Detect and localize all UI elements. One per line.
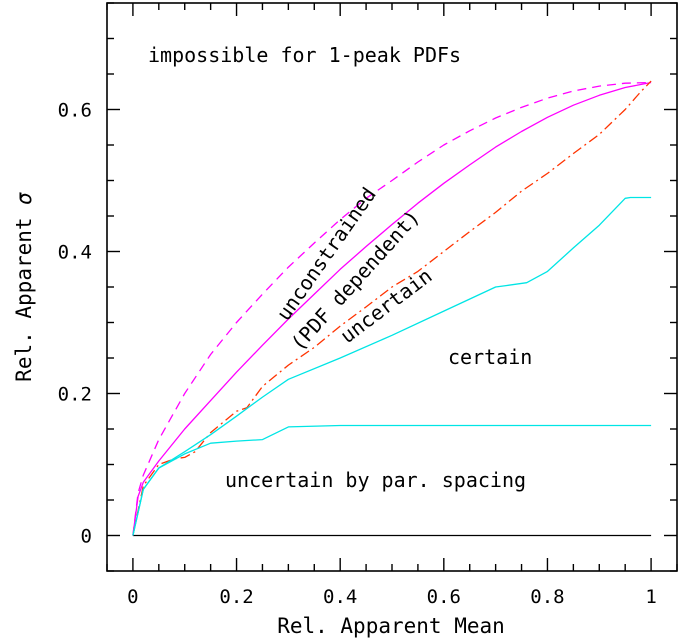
series-line-dashdot-red bbox=[132, 80, 652, 536]
series-line-dashed-magenta bbox=[132, 81, 652, 536]
axis-ticks bbox=[106, 2, 678, 572]
x-tick-label: 0.6 bbox=[427, 586, 461, 608]
x-tick-label: 0.8 bbox=[530, 586, 564, 608]
y-tick-label: 0.6 bbox=[58, 100, 92, 122]
x-axis-title: Rel. Apparent Mean bbox=[277, 614, 505, 638]
x-tick-label: 1 bbox=[645, 586, 656, 608]
curves bbox=[132, 80, 652, 537]
annotation-certain: certain bbox=[448, 345, 532, 369]
y-axis-title: Rel. Apparent σ bbox=[12, 192, 36, 382]
plot-frame bbox=[106, 2, 678, 572]
y-tick-label: 0.2 bbox=[58, 384, 92, 406]
annotation-uncertain-spacing: uncertain by par. spacing bbox=[225, 468, 526, 492]
y-tick-label: 0 bbox=[81, 526, 92, 548]
y-axis-title-text: Rel. Apparent bbox=[12, 205, 36, 382]
annotation-impossible: impossible for 1-peak PDFs bbox=[148, 43, 461, 67]
series-line-cyan-lower bbox=[132, 424, 652, 536]
tick-labels: 0 0.2 0.4 0.6 0.8 1 0 0.2 0.4 0.6 bbox=[58, 100, 657, 609]
series-line-solid-magenta bbox=[132, 81, 652, 536]
x-tick-label: 0.2 bbox=[219, 586, 253, 608]
x-tick-label: 0.4 bbox=[323, 586, 357, 608]
y-axis-title-symbol: σ bbox=[12, 192, 36, 205]
series-line-cyan-upper bbox=[132, 196, 652, 536]
y-tick-label: 0.4 bbox=[58, 242, 92, 264]
x-tick-label: 0 bbox=[127, 586, 138, 608]
